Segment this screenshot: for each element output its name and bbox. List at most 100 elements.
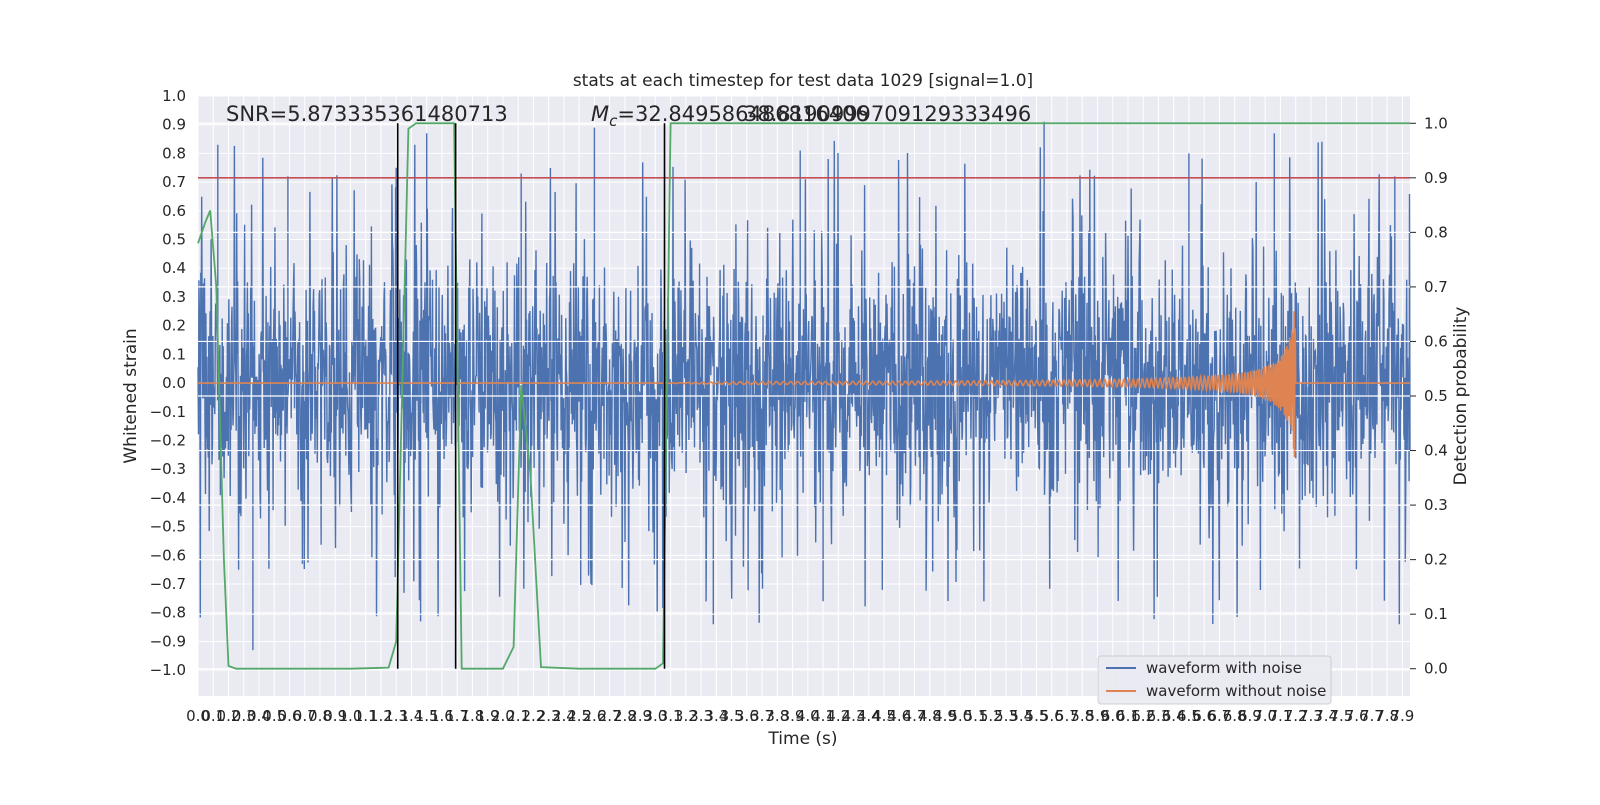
x-tick-label: 2.3 — [537, 707, 561, 725]
x-tick-label: 5.8 — [1070, 707, 1094, 725]
x-tick-label: 4.2 — [826, 707, 850, 725]
y-tick-label: 0.0 — [162, 374, 186, 392]
overlap-annotation: 38.8190999709129333496 — [744, 102, 1031, 126]
x-tick-label: 7.8 — [1375, 707, 1399, 725]
y-tick-label: −0.2 — [150, 431, 186, 449]
y-tick-label: 0.7 — [162, 173, 186, 191]
y-tick-label: 0.1 — [162, 345, 186, 363]
x-tick-label: 7.3 — [1299, 707, 1323, 725]
x-tick-label: 1.6 — [430, 707, 454, 725]
x-tick-label: 5.2 — [979, 707, 1003, 725]
y2-axis-label: Detection probability — [1451, 307, 1471, 486]
x-tick-label: 1.5 — [415, 707, 439, 725]
y-tick-label: −0.7 — [150, 575, 186, 593]
x-tick-label: 3.0 — [643, 707, 667, 725]
x-tick-label: 0.1 — [201, 707, 225, 725]
x-tick-label: 4.4 — [857, 707, 881, 725]
y2-tick-label: 0.8 — [1424, 223, 1448, 241]
y-tick-label: −1.0 — [150, 661, 186, 679]
x-tick-label: 6.9 — [1238, 707, 1262, 725]
x-tick-label: 2.2 — [521, 707, 545, 725]
x-tick-label: 7.0 — [1253, 707, 1277, 725]
x-tick-label: 3.2 — [674, 707, 698, 725]
x-tick-label: 5.5 — [1025, 707, 1049, 725]
y-tick-label: −0.9 — [150, 632, 186, 650]
x-tick-label: 5.4 — [1009, 707, 1033, 725]
x-tick-label: 7.1 — [1268, 707, 1292, 725]
x-tick-label: 0.3 — [232, 707, 256, 725]
x-tick-label: 5.1 — [964, 707, 988, 725]
x-tick-label: 2.1 — [506, 707, 530, 725]
x-tick-label: 1.8 — [460, 707, 484, 725]
x-tick-label: 5.7 — [1055, 707, 1079, 725]
x-tick-label: 7.5 — [1329, 707, 1353, 725]
x-tick-label: 5.0 — [948, 707, 972, 725]
series-waveform-with-noise — [197, 121, 1411, 651]
x-tick-label: 5.6 — [1040, 707, 1064, 725]
x-tick-label: 0.2 — [217, 707, 241, 725]
x-tick-label: 7.7 — [1360, 707, 1384, 725]
legend: waveform with noise waveform without noi… — [1097, 655, 1332, 705]
x-tick-label: 0.8 — [308, 707, 332, 725]
x-tick-label: 7.2 — [1284, 707, 1308, 725]
x-tick-label: 6.1 — [1116, 707, 1140, 725]
x-tick-label: 3.4 — [704, 707, 728, 725]
x-tick-label: 3.8 — [765, 707, 789, 725]
x-tick-label: 2.5 — [567, 707, 591, 725]
y2-tick-label: 0.1 — [1424, 605, 1448, 623]
x-tick-label: 1.7 — [445, 707, 469, 725]
x-tick-label: 6.8 — [1223, 707, 1247, 725]
x-tick-label: 3.1 — [659, 707, 683, 725]
y2-tick-label: 0.2 — [1424, 551, 1448, 569]
x-tick-label: 6.3 — [1147, 707, 1171, 725]
y-tick-label: −0.8 — [150, 604, 186, 622]
chart-title: stats at each timestep for test data 102… — [573, 71, 1033, 91]
x-tick-label: 4.0 — [796, 707, 820, 725]
y-tick-label: 0.8 — [162, 144, 186, 162]
x-tick-label: 5.9 — [1086, 707, 1110, 725]
y2-tick-label: 0.3 — [1424, 496, 1448, 514]
x-tick-label: 2.6 — [582, 707, 606, 725]
series-waveform-without-noise — [198, 311, 1410, 458]
x-tick-label: 6.0 — [1101, 707, 1125, 725]
y2-tick-label: 0.4 — [1424, 442, 1448, 460]
series-layer — [197, 121, 1411, 670]
x-tick-label: 2.9 — [628, 707, 652, 725]
x-tick-label: 4.1 — [811, 707, 835, 725]
x-tick-label: 6.6 — [1192, 707, 1216, 725]
y-tick-label: 0.6 — [162, 202, 186, 220]
y-tick-label: 0.2 — [162, 317, 186, 335]
x-tick-label: 5.3 — [994, 707, 1018, 725]
x-tick-label: 2.4 — [552, 707, 576, 725]
y2-tick-label: 0.6 — [1424, 332, 1448, 350]
x-tick-label: 4.3 — [842, 707, 866, 725]
x-tick-label: 1.0 — [339, 707, 363, 725]
x-tick-label: 4.7 — [903, 707, 927, 725]
y-tick-label: −0.5 — [150, 518, 186, 536]
x-tick-label: 4.9 — [933, 707, 957, 725]
x-tick-label: 1.4 — [400, 707, 424, 725]
x-tick-label: 6.4 — [1162, 707, 1186, 725]
x-tick-label: 1.3 — [384, 707, 408, 725]
ticks: 0.00.10.20.30.40.50.60.70.80.91.01.11.21… — [150, 87, 1448, 725]
x-axis-label: Time (s) — [767, 729, 837, 749]
y2-tick-label: 1.0 — [1424, 114, 1448, 132]
legend-label-clean: waveform without noise — [1146, 682, 1326, 700]
x-tick-label: 2.7 — [598, 707, 622, 725]
legend-label-noise: waveform with noise — [1146, 659, 1302, 677]
x-tick-label: 0.0 — [186, 707, 210, 725]
y-tick-label: −0.1 — [150, 403, 186, 421]
y-tick-label: −0.3 — [150, 460, 186, 478]
x-tick-label: 3.6 — [735, 707, 759, 725]
x-tick-label: 3.7 — [750, 707, 774, 725]
y2-tick-label: 0.5 — [1424, 387, 1448, 405]
y-tick-label: 0.9 — [162, 116, 186, 134]
x-tick-label: 4.8 — [918, 707, 942, 725]
y-tick-label: 1.0 — [162, 87, 186, 105]
x-tick-label: 0.9 — [323, 707, 347, 725]
x-tick-label: 6.5 — [1177, 707, 1201, 725]
x-tick-label: 7.9 — [1390, 707, 1414, 725]
x-tick-label: 4.5 — [872, 707, 896, 725]
x-tick-label: 1.2 — [369, 707, 393, 725]
